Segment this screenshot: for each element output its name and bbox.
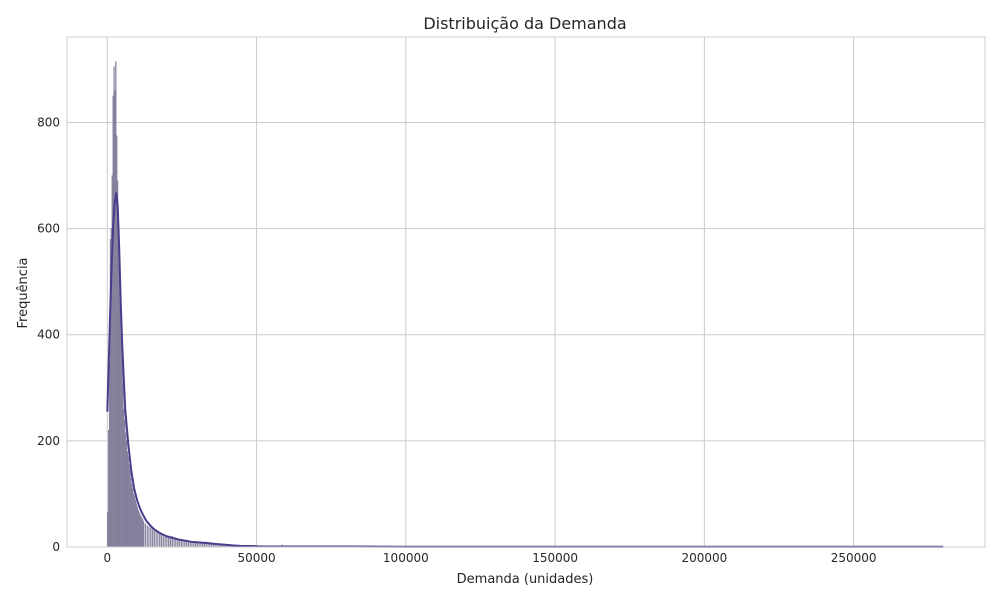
histogram-bar <box>144 523 146 548</box>
x-tick-label: 250000 <box>831 551 877 565</box>
histogram-bar <box>177 539 179 548</box>
y-tick-label: 800 <box>37 115 60 129</box>
histogram-bar <box>182 541 184 548</box>
histogram-bar <box>173 538 175 548</box>
histogram-bar <box>168 537 170 548</box>
y-tick-labels: 0 200 400 600 800 <box>37 115 60 554</box>
x-tick-label: 50000 <box>237 551 275 565</box>
histogram-bar <box>169 538 172 548</box>
histogram-bar <box>159 534 161 548</box>
x-axis-label: Demanda (unidades) <box>457 572 594 587</box>
histogram-bar <box>162 536 164 548</box>
histogram-bar <box>187 542 189 548</box>
histogram-bar <box>194 542 197 548</box>
histogram-bar <box>160 535 163 548</box>
x-tick-label: 100000 <box>383 551 429 565</box>
histogram-bar <box>148 526 150 548</box>
y-axis-label: Frequência <box>16 257 31 328</box>
histogram-bar <box>150 527 152 548</box>
y-tick-label: 600 <box>37 222 60 236</box>
x-tick-labels: 0 50000 100000 150000 200000 250000 <box>103 551 876 565</box>
histogram-bar <box>193 542 195 548</box>
x-tick-label: 150000 <box>532 551 578 565</box>
histogram-bar <box>198 543 200 548</box>
histogram-bar <box>189 542 191 548</box>
x-tick-label: 200000 <box>681 551 727 565</box>
x-tick-label: 0 <box>103 551 111 565</box>
histogram-bar <box>164 536 166 548</box>
histogram-bar <box>146 525 148 548</box>
histogram-bar <box>166 537 168 548</box>
histogram-bar <box>180 540 182 548</box>
y-tick-label: 200 <box>37 434 60 448</box>
histogram-bar <box>191 542 193 548</box>
histogram-bar <box>200 543 202 548</box>
y-tick-label: 0 <box>52 540 60 554</box>
histogram-bar <box>185 541 188 548</box>
histogram-bar <box>196 543 198 548</box>
chart-title: Distribuição da Demanda <box>423 14 626 33</box>
histogram-bar <box>184 541 186 548</box>
histogram-bar <box>157 533 159 548</box>
plot-frame <box>66 36 986 548</box>
histogram-bars <box>107 61 942 548</box>
kde-curve <box>106 192 944 548</box>
grid-lines <box>67 37 985 548</box>
y-tick-label: 400 <box>37 328 60 342</box>
histogram-bar <box>142 521 145 548</box>
histogram-bar <box>151 529 154 548</box>
histogram-bar <box>155 531 157 548</box>
histogram-bar <box>178 540 181 548</box>
histogram-bar <box>175 539 177 548</box>
histogram-bar <box>153 530 155 548</box>
